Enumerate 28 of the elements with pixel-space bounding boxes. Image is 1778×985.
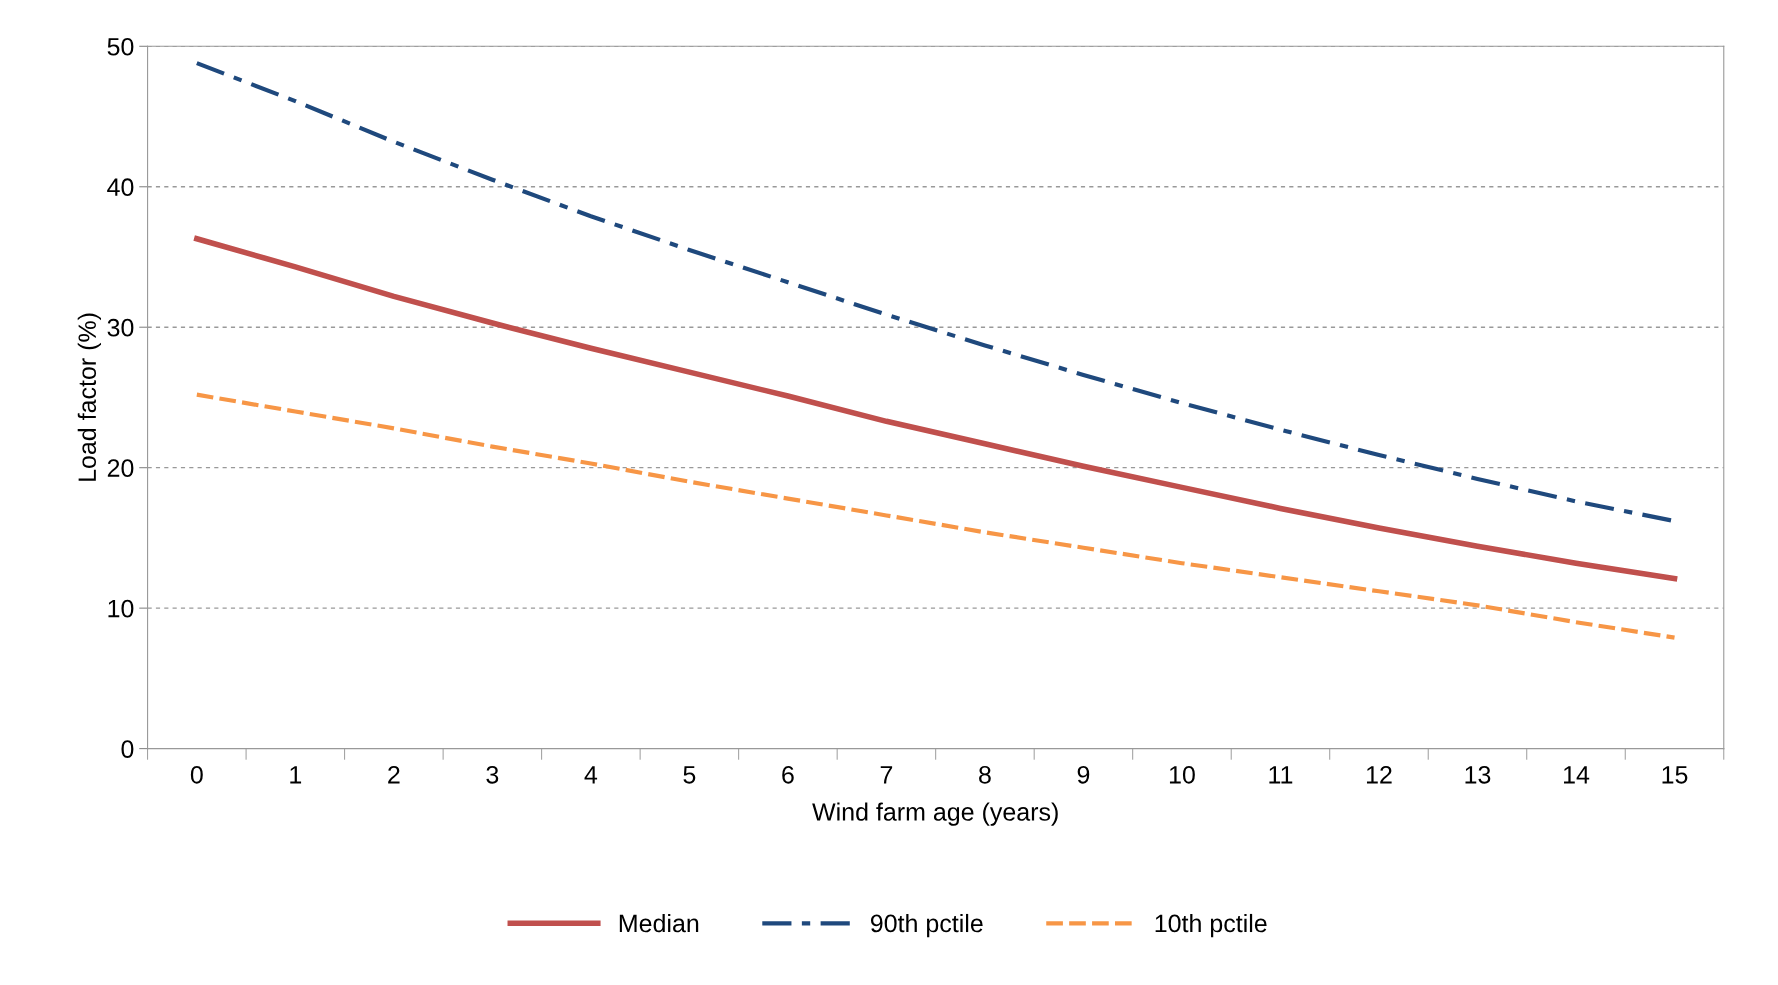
x-tick-label: 9 [1077,765,1090,784]
x-axis-title: Wind farm age (years) [812,802,1058,826]
x-tick-label: 12 [1366,765,1392,784]
y-axis-title: Load factor (%) [77,313,102,481]
y-tick-label: 10 [108,599,134,618]
x-tick-label: 2 [388,765,400,784]
x-tick-label: 0 [190,765,203,784]
legend-label: Median [619,913,699,933]
x-tick-label: 7 [880,766,893,784]
x-tick-label: 6 [782,765,794,784]
y-tick-label: 20 [107,459,134,477]
x-tick-label: 8 [979,765,991,784]
line-series [194,392,1677,640]
x-tick-label: 14 [1564,766,1590,784]
x-tick-label: 11 [1269,766,1293,784]
legend-label: 90th pctile [870,913,983,938]
x-tick-label: 1 [290,766,302,784]
x-tick-label: 3 [486,765,499,784]
x-tick-label: 15 [1662,766,1688,784]
x-tick-label: 10 [1169,765,1195,784]
x-tick-label: 13 [1465,765,1491,784]
y-tick-label: 50 [107,37,134,56]
y-tick-label: 0 [121,740,134,758]
y-tick-label: 40 [107,178,134,197]
y-tick-label: 30 [107,318,134,337]
x-tick-label: 5 [683,766,696,784]
legend-label: 10th pctile [1155,913,1267,938]
x-tick-label: 4 [584,766,598,784]
